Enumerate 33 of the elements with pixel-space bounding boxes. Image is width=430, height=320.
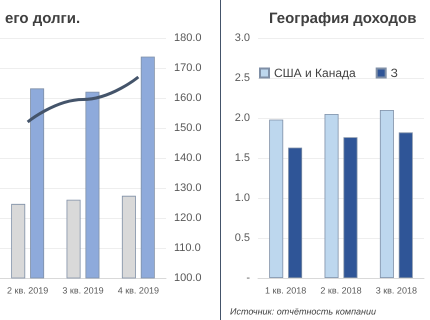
y2-tick-label: 110.0 — [174, 242, 201, 254]
y-tick-label: 1.0 — [234, 192, 250, 204]
chart-title: География доходов — [269, 10, 416, 27]
x-tick-label: 1 кв. 2018 — [265, 286, 306, 296]
y-tick-label: 2.5 — [234, 72, 250, 84]
bar — [380, 110, 394, 278]
y-tick-label: 1.5 — [234, 152, 250, 164]
y2-tick-label: 100.0 — [174, 272, 202, 284]
legend-label: США и Канада — [274, 66, 356, 80]
legend-label: З — [390, 66, 398, 80]
bar — [324, 114, 339, 278]
y-tick-label: 2.0 — [234, 112, 250, 124]
chart-title: его долги. — [5, 10, 80, 27]
x-tick-label: 2 кв. 2019 — [7, 286, 48, 296]
y2-tick-label: 150.0 — [174, 122, 202, 134]
text: Источник: отчётность компании — [230, 306, 376, 316]
y2-tick-label: 140.0 — [174, 152, 202, 164]
bar — [269, 120, 284, 278]
y2-tick-label: 180.0 — [174, 32, 202, 44]
bar — [398, 132, 413, 278]
y2-tick-label: 170.0 — [174, 62, 202, 74]
bar — [343, 137, 358, 278]
x-tick-label: 3 кв. 2019 — [62, 286, 104, 296]
y-tick-label: 0.5 — [234, 232, 250, 244]
bar — [288, 148, 302, 278]
y2-tick-label: 160.0 — [174, 92, 202, 104]
x-tick-label: 3 кв. 2018 — [376, 286, 417, 296]
y2-tick-label: 120.0 — [174, 212, 202, 224]
y2-tick-label: 130.0 — [174, 182, 202, 194]
y-tick-label: - — [246, 272, 250, 284]
x-tick-label: 2 кв. 2018 — [320, 286, 362, 296]
x-tick-label: 4 кв. 2019 — [118, 286, 159, 296]
y-tick-label: 3.0 — [234, 32, 250, 44]
